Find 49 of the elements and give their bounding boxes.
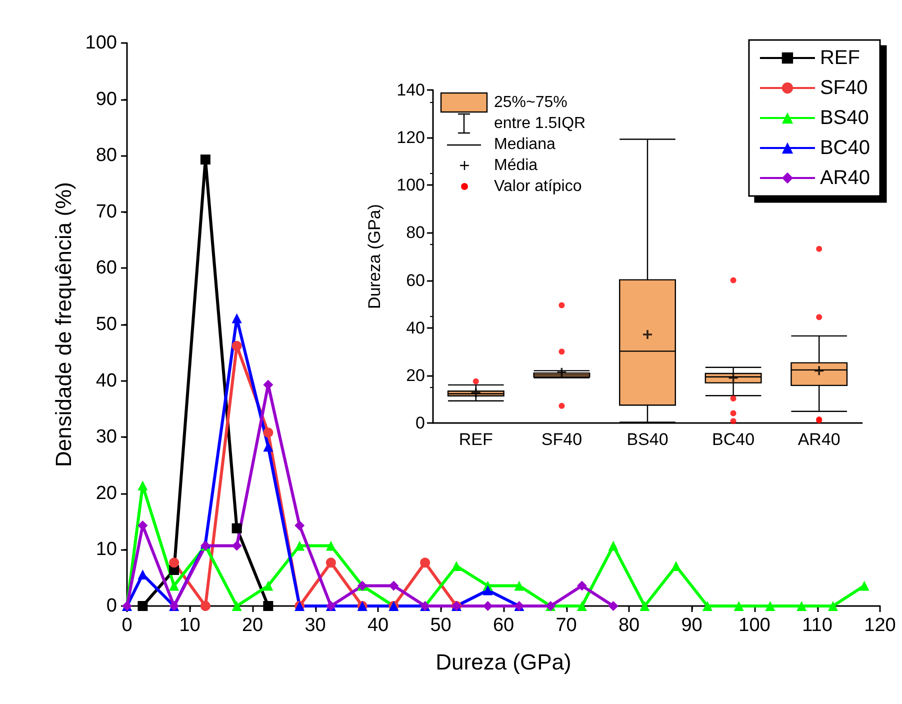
annotation: 25%~75% xyxy=(494,93,568,113)
y-tick-label: 50 xyxy=(96,314,117,335)
x-tick-label: BS40 xyxy=(626,430,668,449)
y-tick-label: 40 xyxy=(96,370,117,392)
x-tick-label: 40 xyxy=(367,615,389,636)
x-tick-label: 90 xyxy=(681,615,702,636)
y-tick-label: 100 xyxy=(396,176,425,195)
y-tick-label: 120 xyxy=(396,128,425,148)
y-tick-label: 80 xyxy=(406,223,425,242)
x-tick-label: AR40 xyxy=(798,430,840,449)
x-tick-label: 80 xyxy=(618,615,640,636)
x-tick-label: REF xyxy=(458,430,493,449)
annotation: entre 1.5IQR xyxy=(494,114,586,134)
annotation: Valor atípico xyxy=(494,177,582,197)
x-tick-label: SF40 xyxy=(541,430,582,449)
y-axis-title: Dureza (GPa) xyxy=(365,204,384,309)
legend-label: REF xyxy=(820,47,860,69)
y-tick-label: 20 xyxy=(406,366,425,385)
x-tick-label: BC40 xyxy=(712,430,755,449)
x-tick-label: 10 xyxy=(179,615,200,636)
y-tick-label: 10 xyxy=(96,539,117,560)
y-tick-label: 60 xyxy=(96,258,117,279)
y-tick-label: 60 xyxy=(406,270,425,290)
x-tick-label: 50 xyxy=(430,615,452,636)
x-tick-label: 110 xyxy=(802,615,832,636)
y-tick-label: 0 xyxy=(416,414,425,432)
y-axis-title: Densidade de frequência (%) xyxy=(50,182,76,467)
y-tick-label: 70 xyxy=(96,201,117,222)
y-tick-label: 90 xyxy=(96,88,117,110)
y-tick-label: 0 xyxy=(106,596,117,616)
x-tick-label: 30 xyxy=(304,615,326,636)
y-tick-label: 40 xyxy=(406,318,425,338)
x-axis-title: Dureza (GPa) xyxy=(436,650,572,674)
legend-label: BS40 xyxy=(820,107,869,129)
legend-label: AR40 xyxy=(820,167,870,189)
annotation: Mediana xyxy=(494,135,556,155)
y-tick-label: 80 xyxy=(96,145,117,166)
x-tick-label: 0 xyxy=(122,615,132,636)
y-tick-label: 140 xyxy=(396,80,425,100)
legend-label: SF40 xyxy=(820,77,868,99)
x-tick-label: 120 xyxy=(864,615,896,636)
x-tick-label: 70 xyxy=(556,615,577,636)
annotation: Média xyxy=(494,156,538,176)
y-tick-label: 100 xyxy=(85,32,117,54)
x-tick-label: 60 xyxy=(492,615,514,636)
y-tick-label: 20 xyxy=(96,482,117,504)
x-tick-label: 100 xyxy=(738,615,770,636)
legend-label: BC40 xyxy=(820,137,870,159)
x-tick-label: 20 xyxy=(242,615,264,636)
